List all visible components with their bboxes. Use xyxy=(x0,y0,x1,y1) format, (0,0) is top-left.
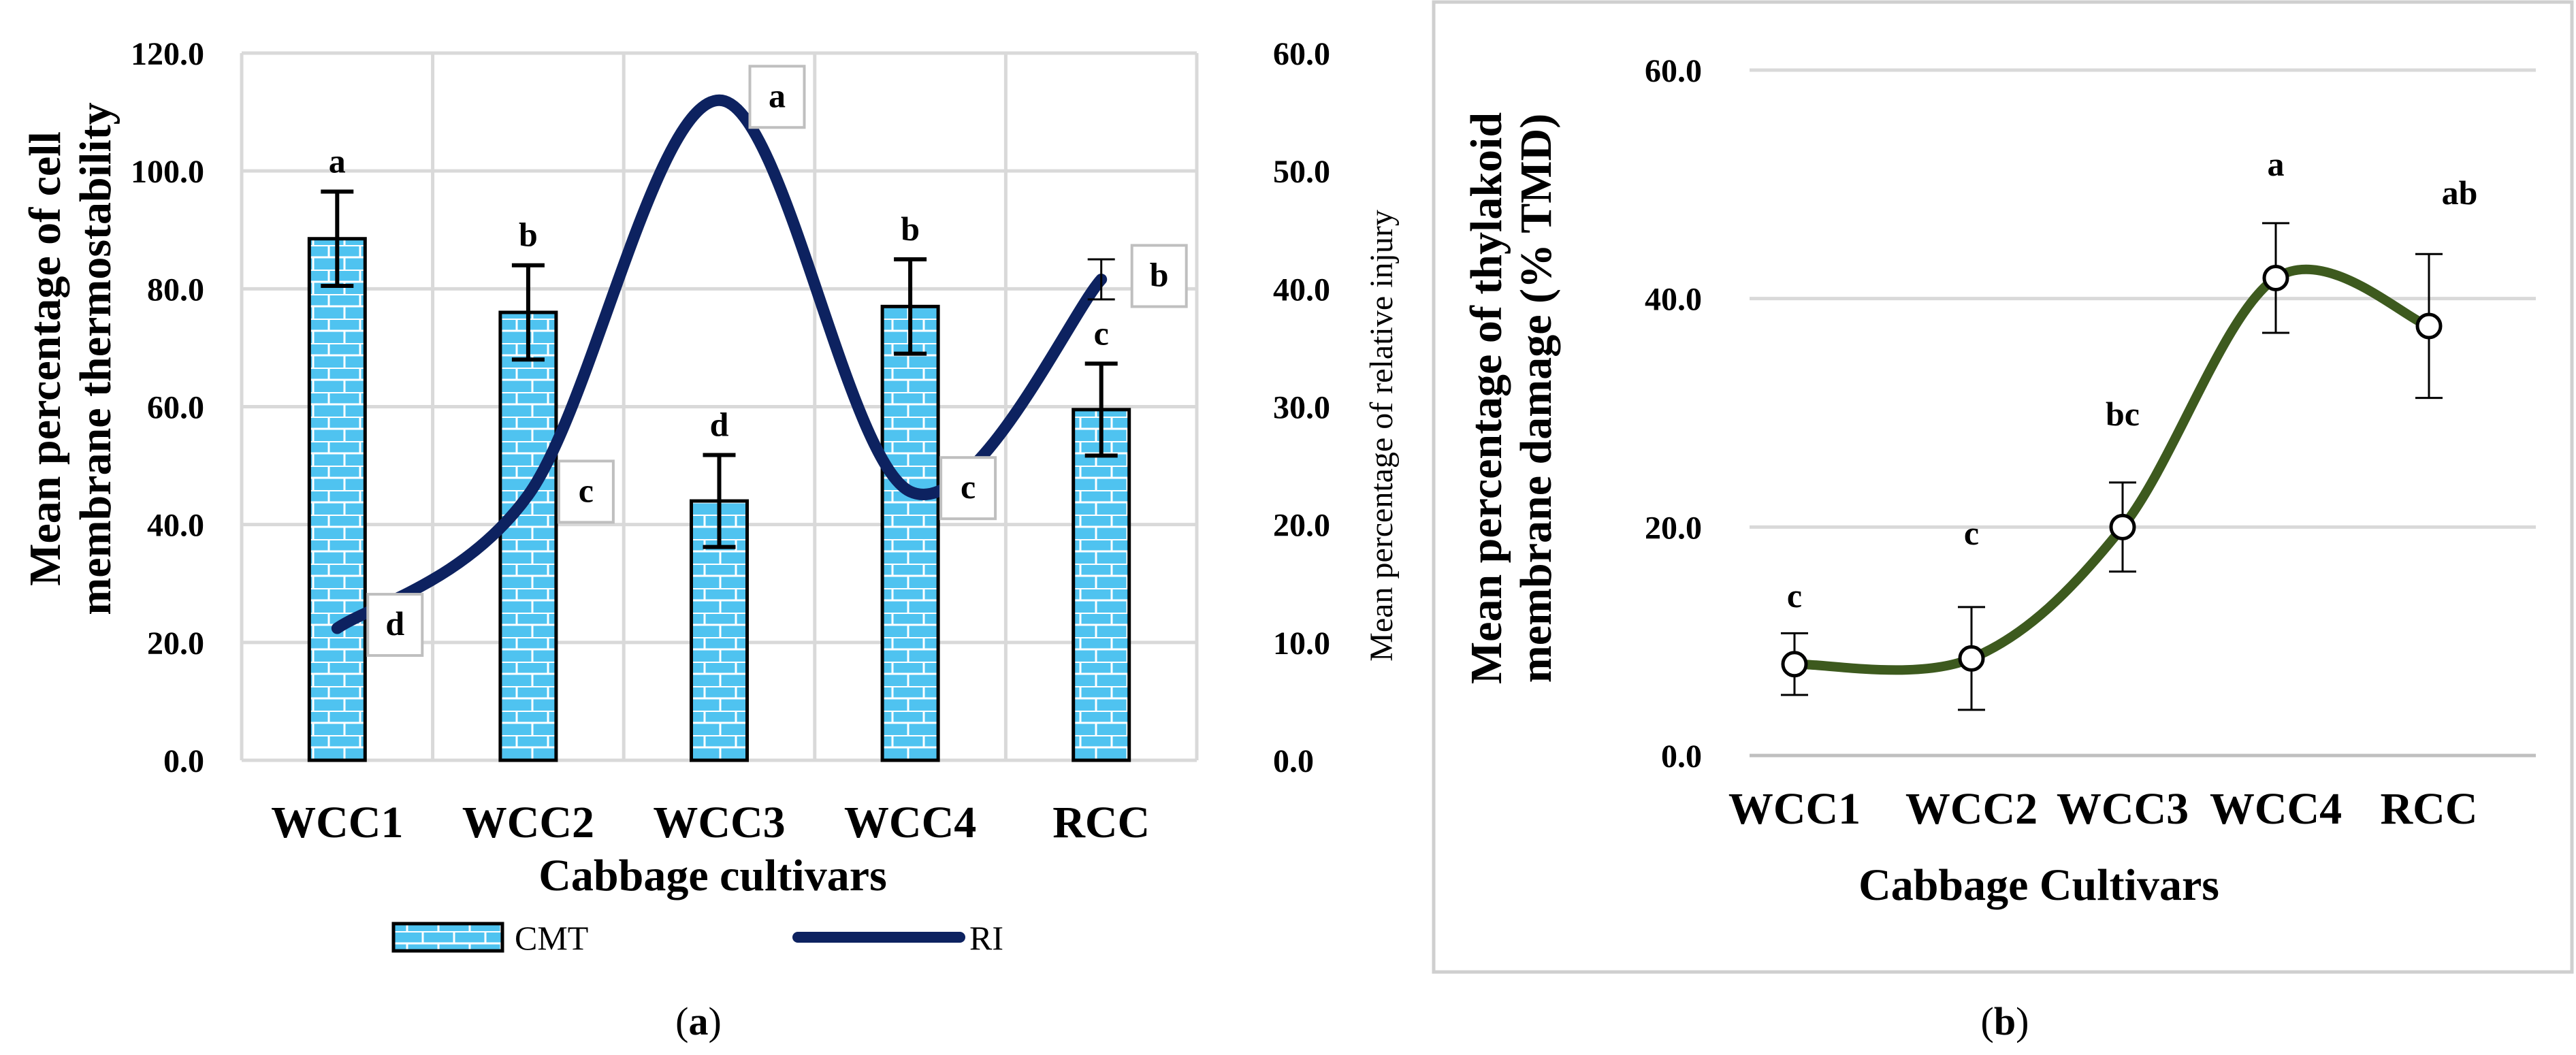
significance-label-tmd: bc xyxy=(2106,395,2140,433)
significance-label-tmd: c xyxy=(1964,514,1979,552)
panel-a-y-title-line1: Mean percentage of cell xyxy=(20,131,70,586)
y2-tick-label: 10.0 xyxy=(1273,626,1330,662)
data-label-ri: d xyxy=(385,604,404,643)
panel-a-x-categories: WCC1 WCC2 WCC3 WCC4 RCC xyxy=(271,798,1150,847)
x-category-label: WCC3 xyxy=(653,798,785,847)
data-label-ri: b xyxy=(1150,255,1169,293)
y2-tick-label: 20.0 xyxy=(1273,508,1330,544)
legend-label-ri: RI xyxy=(969,919,1003,957)
panel-b-gridlines xyxy=(1750,68,2536,758)
y-tick-label: 40.0 xyxy=(1645,282,1702,318)
x-category-label: RCC xyxy=(1052,798,1150,847)
x-category-label: WCC2 xyxy=(462,798,594,847)
panel-b-tmd-line: c c bc a ab xyxy=(1781,145,2478,711)
panel-b-y-axis-ticks: 0.0 20.0 40.0 60.0 xyxy=(1645,53,1702,775)
panel-a-legend: CMT RI xyxy=(391,919,1003,957)
y-tick-label: 60.0 xyxy=(147,390,204,426)
panel-a: 0.0 20.0 40.0 60.0 80.0 100.0 120.0 0.0 10.0 20.… xyxy=(20,36,1400,1043)
y2-tick-label: 0.0 xyxy=(1273,743,1314,779)
y-tick-label: 120.0 xyxy=(131,36,204,72)
panel-a-ri-line: d c a c b xyxy=(331,65,1188,658)
data-point-tmd xyxy=(2262,264,2289,291)
significance-label-tmd: a xyxy=(2268,145,2285,183)
y-tick-label: 20.0 xyxy=(1645,510,1702,546)
bar-cmt-wcc1 xyxy=(307,237,367,762)
panel-b-y-title-line1: Mean percentage of thylakoid xyxy=(1462,112,1511,684)
bar-cmt-wcc2 xyxy=(498,310,558,762)
y2-tick-label: 60.0 xyxy=(1273,36,1330,72)
significance-label-cmt: d xyxy=(710,405,729,443)
panel-b-y-title-line2: membrane damage (% TMD) xyxy=(1511,114,1561,683)
x-category-label: WCC4 xyxy=(2210,784,2342,834)
x-category-label: WCC3 xyxy=(2057,784,2189,834)
y-tick-label: 60.0 xyxy=(1645,53,1702,89)
data-label-box-ri xyxy=(748,65,806,129)
panel-a-bars: a b d b c xyxy=(307,142,1131,762)
data-point-tmd xyxy=(1958,645,1985,672)
y-tick-label: 40.0 xyxy=(147,508,204,544)
data-label-ri: a xyxy=(769,76,786,114)
data-point-tmd xyxy=(2415,312,2443,340)
significance-label-cmt: c xyxy=(1094,314,1109,352)
panel-b-x-title: Cabbage Cultivars xyxy=(1858,860,2219,910)
data-label-box-ri xyxy=(366,593,424,658)
y-tick-label: 80.0 xyxy=(147,272,204,308)
data-label-ri: c xyxy=(579,471,594,509)
legend-swatch-cmt xyxy=(391,922,504,953)
y-tick-label: 100.0 xyxy=(131,154,204,190)
panel-a-y-title-line2: membrane thermostability xyxy=(71,102,120,615)
data-point-tmd xyxy=(1781,651,1808,678)
x-category-label: WCC2 xyxy=(1905,784,2038,834)
data-point-tmd xyxy=(2109,513,2136,540)
significance-label-cmt: b xyxy=(901,210,920,248)
panel-a-caption: (a) xyxy=(675,999,722,1043)
significance-label-cmt: a xyxy=(329,142,346,180)
x-category-label: WCC1 xyxy=(271,798,403,847)
panel-b-caption: (b) xyxy=(1981,999,2029,1043)
panel-a-x-title: Cabbage cultivars xyxy=(538,851,887,900)
panel-b-frame xyxy=(1432,0,2574,974)
panel-a-y2-title: Mean percentage of relative injury xyxy=(1364,210,1400,662)
data-label-box-ri xyxy=(557,459,615,524)
x-category-label: WCC1 xyxy=(1728,784,1861,834)
series-line-tmd xyxy=(1790,264,2434,675)
panel-a-right-axis-ticks: 0.0 10.0 20.0 30.0 40.0 50.0 60.0 xyxy=(1273,36,1330,779)
x-category-label: WCC4 xyxy=(844,798,976,847)
panel-b: 0.0 20.0 40.0 60.0 c c bc a ab WCC1 WCC2 WCC3 WCC4… xyxy=(1432,0,2574,1043)
y2-tick-label: 40.0 xyxy=(1273,272,1330,308)
y2-tick-label: 50.0 xyxy=(1273,154,1330,190)
legend-label-cmt: CMT xyxy=(515,919,588,957)
data-label-box-ri xyxy=(939,456,997,521)
significance-label-tmd: c xyxy=(1787,577,1802,615)
significance-label-tmd: ab xyxy=(2442,174,2478,212)
bar-cmt-rcc xyxy=(1072,408,1131,762)
panel-a-left-axis-ticks: 0.0 20.0 40.0 60.0 80.0 100.0 120.0 xyxy=(131,36,204,779)
data-label-ri: c xyxy=(961,468,976,506)
data-label-box-ri xyxy=(1130,244,1188,308)
panel-b-x-categories: WCC1 WCC2 WCC3 WCC4 RCC xyxy=(1728,784,2478,834)
y-tick-label: 20.0 xyxy=(147,626,204,662)
y-tick-label: 0.0 xyxy=(1661,738,1702,775)
y2-tick-label: 30.0 xyxy=(1273,390,1330,426)
x-category-label: RCC xyxy=(2381,784,2478,834)
significance-label-cmt: b xyxy=(519,216,538,254)
bar-cmt-wcc4 xyxy=(880,304,940,762)
y-tick-label: 0.0 xyxy=(163,743,204,779)
